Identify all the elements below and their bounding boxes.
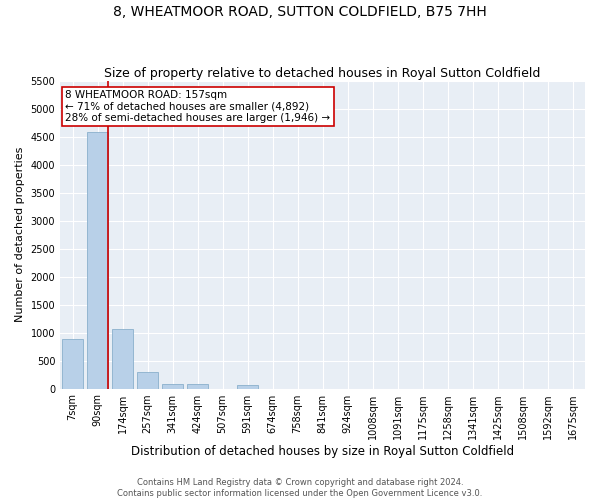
Bar [87, 132, 108, 388]
Bar [137, 372, 158, 388]
Bar [187, 384, 208, 388]
Bar [237, 385, 258, 388]
Bar [62, 340, 83, 388]
X-axis label: Distribution of detached houses by size in Royal Sutton Coldfield: Distribution of detached houses by size … [131, 444, 514, 458]
Text: 8, WHEATMOOR ROAD, SUTTON COLDFIELD, B75 7HH: 8, WHEATMOOR ROAD, SUTTON COLDFIELD, B75… [113, 5, 487, 19]
Bar [112, 329, 133, 388]
Text: 8 WHEATMOOR ROAD: 157sqm
← 71% of detached houses are smaller (4,892)
28% of sem: 8 WHEATMOOR ROAD: 157sqm ← 71% of detach… [65, 90, 331, 123]
Text: Contains HM Land Registry data © Crown copyright and database right 2024.
Contai: Contains HM Land Registry data © Crown c… [118, 478, 482, 498]
Bar [162, 384, 183, 388]
Y-axis label: Number of detached properties: Number of detached properties [15, 147, 25, 322]
Title: Size of property relative to detached houses in Royal Sutton Coldfield: Size of property relative to detached ho… [104, 66, 541, 80]
